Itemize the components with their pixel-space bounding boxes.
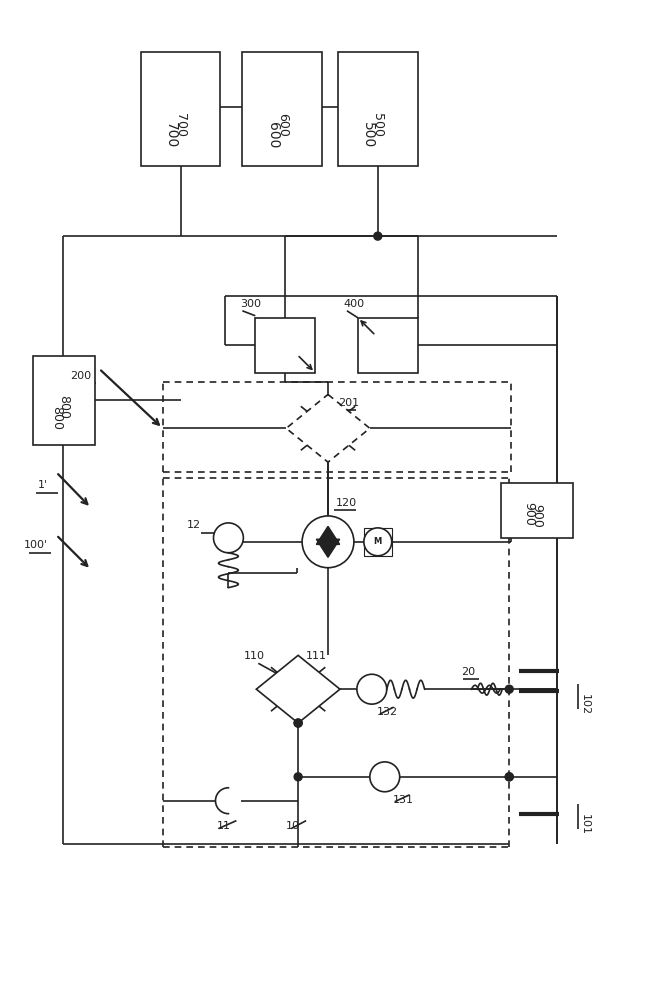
Polygon shape [317, 526, 340, 544]
Text: 600: 600 [276, 113, 288, 137]
Text: 102: 102 [580, 694, 590, 715]
Text: 101: 101 [580, 814, 590, 835]
Text: 800: 800 [50, 406, 63, 430]
Circle shape [364, 528, 392, 556]
Circle shape [505, 773, 513, 781]
Polygon shape [317, 539, 340, 557]
Text: 900: 900 [531, 504, 543, 528]
Text: 10: 10 [286, 821, 300, 831]
Bar [338, 52, 418, 166]
Text: 400: 400 [343, 299, 364, 309]
Circle shape [505, 685, 513, 693]
Bar [34, 356, 95, 445]
Circle shape [374, 232, 382, 240]
Text: 201: 201 [338, 398, 359, 408]
Text: 11: 11 [216, 821, 231, 831]
Circle shape [357, 674, 387, 704]
Bar [256, 318, 315, 373]
Text: 1': 1' [38, 480, 48, 490]
Circle shape [294, 719, 302, 727]
Text: 12: 12 [187, 520, 200, 530]
Bar [141, 52, 221, 166]
Text: 700: 700 [174, 113, 187, 137]
Bar [242, 52, 322, 166]
Text: 500: 500 [371, 113, 384, 137]
Text: M: M [374, 537, 382, 546]
Circle shape [294, 719, 302, 727]
Polygon shape [256, 655, 340, 723]
Circle shape [214, 523, 243, 553]
Circle shape [505, 773, 513, 781]
Text: 100': 100' [24, 540, 49, 550]
Text: 200: 200 [70, 371, 91, 381]
Bar [358, 318, 418, 373]
Text: 300: 300 [240, 299, 261, 309]
Circle shape [370, 762, 399, 792]
Text: 600: 600 [265, 122, 280, 148]
Text: 800: 800 [58, 395, 70, 419]
Text: 700: 700 [164, 122, 178, 148]
Circle shape [302, 516, 354, 568]
Text: 110: 110 [243, 651, 264, 661]
Polygon shape [286, 394, 370, 462]
Bar [501, 483, 573, 538]
Bar [364, 528, 392, 556]
Circle shape [294, 773, 302, 781]
Text: 500: 500 [361, 122, 375, 148]
Text: 120: 120 [336, 498, 357, 508]
Text: 900: 900 [522, 502, 535, 526]
Text: 132: 132 [377, 707, 398, 717]
Text: 131: 131 [393, 795, 414, 805]
Text: 20: 20 [461, 667, 476, 677]
Text: 111: 111 [306, 651, 327, 661]
